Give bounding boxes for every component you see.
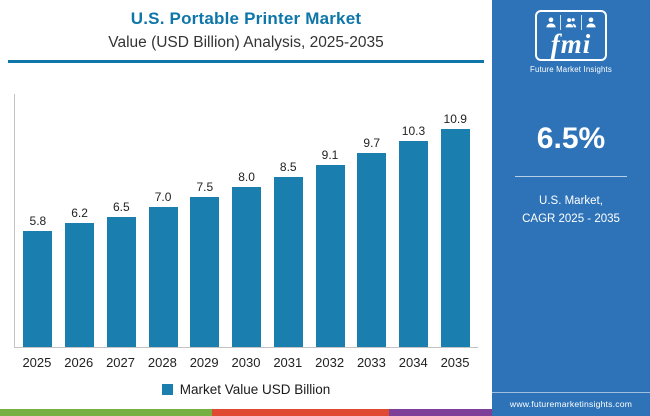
page-subtitle: Value (USD Billion) Analysis, 2025-2035 — [108, 34, 384, 51]
bar — [273, 177, 303, 347]
bar — [148, 207, 178, 347]
bar-group: 6.5 — [100, 200, 142, 347]
bar-value-label: 7.5 — [196, 180, 214, 194]
x-axis-label: 2031 — [273, 355, 303, 370]
stripe-green — [0, 409, 212, 416]
stripe-red — [211, 409, 389, 416]
x-axis-labels: 2025 2026 2027 2028 2029 2030 2031 2032 2033 2034… — [14, 348, 478, 370]
chart-panel: U.S. Portable Printer Market Value (USD … — [0, 0, 492, 416]
bar-value-label: 5.8 — [29, 214, 47, 228]
x-axis-label: 2028 — [147, 355, 177, 370]
person-chart-icon — [580, 15, 601, 30]
bar-value-label: 10.9 — [443, 112, 467, 126]
fmi-logo: fmi Future Market Insights — [530, 10, 612, 74]
x-axis-label: 2025 — [22, 355, 52, 370]
bar — [357, 153, 387, 347]
bar-group: 7.0 — [142, 190, 184, 347]
chart-legend: Market Value USD Billion — [14, 370, 478, 409]
bar-value-label: 6.2 — [71, 206, 88, 220]
bar-value-label: 10.3 — [401, 124, 426, 138]
bar-group: 10.9 — [434, 112, 476, 347]
bar-chart: 5.8 6.2 6.5 7.0 7.5 8.0 8.5 9.1 9.7 10.3 10.9 2025… — [0, 63, 492, 409]
x-axis-label: 2034 — [398, 355, 428, 370]
bar-group: 6.2 — [59, 206, 101, 347]
bar — [232, 187, 262, 347]
cagr-value: 6.5% — [536, 122, 606, 156]
fmi-logo-icons — [541, 15, 601, 30]
person-gear-icon — [541, 15, 560, 30]
bar — [440, 129, 470, 347]
bar-value-label: 9.1 — [321, 148, 339, 162]
bar-value-label: 8.0 — [238, 170, 255, 184]
x-axis-label: 2035 — [440, 355, 470, 370]
stripe-purple — [388, 409, 492, 416]
bar — [398, 141, 428, 347]
bar-plot: 5.8 6.2 6.5 7.0 7.5 8.0 8.5 9.1 9.7 10.3 10.9 — [14, 94, 478, 348]
bar-group: 10.3 — [393, 124, 435, 347]
title-underline — [8, 60, 484, 63]
bar-value-label: 6.5 — [112, 200, 130, 214]
bar-group: 8.0 — [226, 170, 268, 347]
bar-group: 9.1 — [309, 148, 351, 347]
x-axis-label: 2027 — [106, 355, 135, 370]
bar-value-label: 9.7 — [363, 136, 381, 150]
footer-stripes — [0, 409, 492, 416]
bar — [106, 217, 136, 347]
cagr-label: U.S. Market, CAGR 2025 - 2035 — [522, 193, 620, 229]
bar — [315, 165, 345, 347]
cagr-label-line1: U.S. Market, — [539, 195, 603, 208]
bar — [23, 231, 53, 347]
bar — [190, 197, 220, 347]
bar-value-label: 7.0 — [154, 190, 172, 204]
cagr-divider — [515, 176, 627, 178]
x-axis-label: 2026 — [64, 355, 94, 370]
fmi-logo-text: fmi — [550, 29, 592, 59]
bar-value-label: 8.5 — [279, 160, 297, 174]
bar — [65, 223, 95, 347]
cagr-label-line2: CAGR 2025 - 2035 — [522, 213, 620, 226]
chart-header: U.S. Portable Printer Market Value (USD … — [0, 0, 492, 63]
bar-group: 9.7 — [351, 136, 393, 347]
x-axis-label: 2033 — [356, 355, 386, 370]
people-icon — [560, 15, 580, 30]
x-axis-label: 2029 — [189, 355, 219, 370]
bar-group: 7.5 — [184, 180, 226, 347]
legend-swatch-icon — [161, 384, 173, 395]
website-link[interactable]: www.futuremarketinsights.com — [492, 392, 650, 416]
x-axis-label: 2030 — [231, 355, 261, 370]
page-title: U.S. Portable Printer Market — [130, 9, 362, 28]
x-axis-label: 2032 — [315, 355, 345, 370]
bar-group: 8.5 — [267, 160, 309, 347]
sidebar: fmi Future Market Insights 6.5% U.S. Mar… — [492, 0, 650, 416]
fmi-logo-subtext: Future Market Insights — [530, 65, 612, 75]
legend-label: Market Value USD Billion — [179, 382, 331, 397]
bar-group: 5.8 — [17, 214, 59, 347]
fmi-logo-box: fmi — [535, 10, 607, 62]
